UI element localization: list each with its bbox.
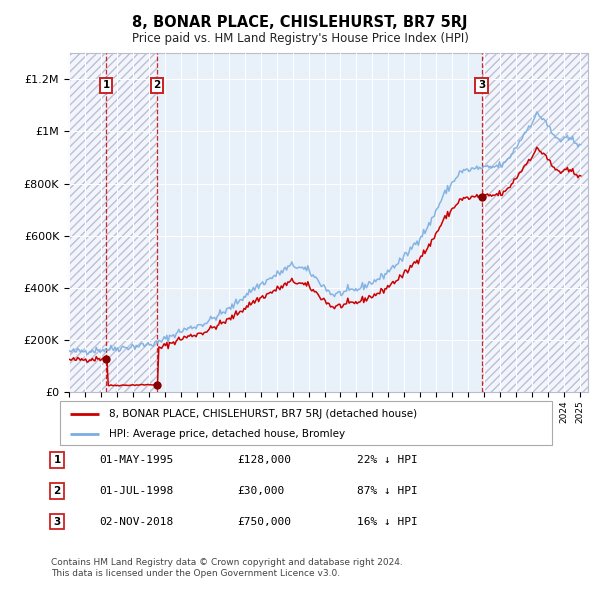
Text: HPI: Average price, detached house, Bromley: HPI: Average price, detached house, Brom… [109, 430, 346, 440]
Text: 02-NOV-2018: 02-NOV-2018 [99, 517, 173, 526]
Text: £30,000: £30,000 [237, 486, 284, 496]
Bar [482, 53, 588, 392]
Bar [69, 53, 106, 392]
Text: 8, BONAR PLACE, CHISLEHURST, BR7 5RJ: 8, BONAR PLACE, CHISLEHURST, BR7 5RJ [132, 15, 468, 30]
FancyBboxPatch shape [60, 401, 552, 445]
Text: 3: 3 [53, 517, 61, 526]
Text: 01-JUL-1998: 01-JUL-1998 [99, 486, 173, 496]
Text: 1: 1 [103, 80, 110, 90]
Text: 1: 1 [53, 455, 61, 465]
Text: 2: 2 [53, 486, 61, 496]
Text: £750,000: £750,000 [237, 517, 291, 526]
Text: 87% ↓ HPI: 87% ↓ HPI [357, 486, 418, 496]
Text: 16% ↓ HPI: 16% ↓ HPI [357, 517, 418, 526]
Text: £128,000: £128,000 [237, 455, 291, 465]
Text: 8, BONAR PLACE, CHISLEHURST, BR7 5RJ (detached house): 8, BONAR PLACE, CHISLEHURST, BR7 5RJ (de… [109, 409, 418, 418]
Text: Contains HM Land Registry data © Crown copyright and database right 2024.
This d: Contains HM Land Registry data © Crown c… [51, 558, 403, 578]
Text: 22% ↓ HPI: 22% ↓ HPI [357, 455, 418, 465]
Text: 3: 3 [478, 80, 485, 90]
Text: 2: 2 [153, 80, 160, 90]
Text: 01-MAY-1995: 01-MAY-1995 [99, 455, 173, 465]
Bar [106, 53, 157, 392]
Bar [106, 53, 157, 392]
Text: Price paid vs. HM Land Registry's House Price Index (HPI): Price paid vs. HM Land Registry's House … [131, 32, 469, 45]
Bar [482, 53, 588, 392]
Bar [69, 53, 106, 392]
